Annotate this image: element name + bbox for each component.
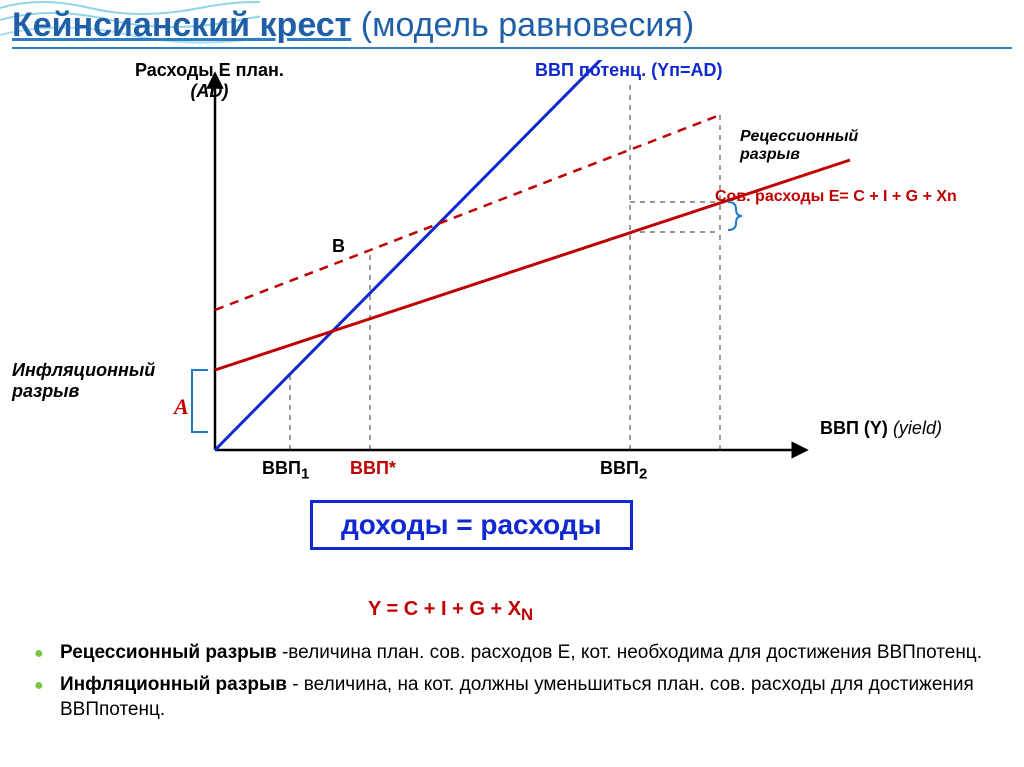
bullet-term: Рецессионный разрыв bbox=[60, 642, 282, 663]
income-formula: Y = C + I + G + XN bbox=[368, 598, 533, 625]
potential-gdp-label: ВВП потенц. (Yп=AD) bbox=[535, 60, 723, 81]
title-sub: (модель равновесия) bbox=[351, 6, 694, 44]
slide-title: Кейнсианский крест (модель равновесия) bbox=[12, 6, 1012, 49]
keynesian-cross-chart: Расходы Е план.(AD) ВВП потенц. (Yп=AD) … bbox=[0, 60, 1024, 490]
x-axis-label: ВВП (Y) (yield) bbox=[820, 418, 942, 439]
title-main: Кейнсианский крест bbox=[12, 6, 351, 44]
bullet-recession: Рецессионный разрыв -величина план. сов.… bbox=[34, 640, 1004, 666]
equilibrium-box: доходы = расходы bbox=[310, 500, 633, 550]
x-tick-label: ВВП1 bbox=[262, 458, 309, 483]
x-tick-label: ВВП2 bbox=[600, 458, 647, 483]
bullet-term: Инфляционный разрыв bbox=[60, 674, 292, 695]
x-tick-label: ВВП* bbox=[350, 458, 396, 479]
bullet-text: -величина план. сов. расходов Е, кот. не… bbox=[282, 642, 982, 663]
point-b-label: B bbox=[332, 236, 345, 257]
inflation-gap-label: Инфляционныйразрыв bbox=[12, 360, 155, 402]
expenditure-formula-label: Сов. расходы Е= C + I + G + Xn bbox=[715, 188, 957, 206]
point-a-label: A bbox=[174, 394, 189, 420]
bullet-inflation: Инфляционный разрыв - величина, на кот. … bbox=[34, 672, 1004, 723]
y-axis-label: Расходы Е план.(AD) bbox=[135, 60, 284, 102]
recession-gap-label: Рецессионныйразрыв bbox=[740, 128, 858, 164]
